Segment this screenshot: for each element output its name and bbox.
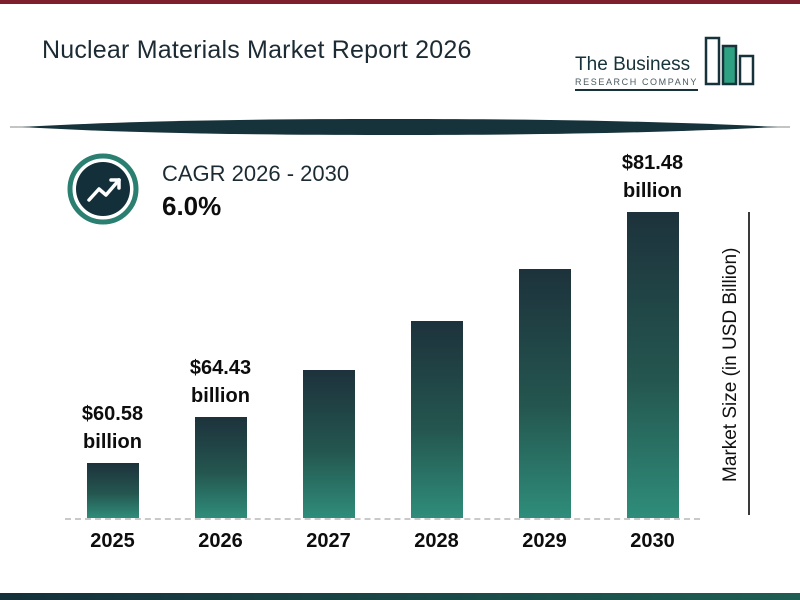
bar-2030 <box>626 212 679 518</box>
x-label-2027: 2027 <box>306 530 351 552</box>
bar-2029 <box>518 269 571 518</box>
bar-2025 <box>86 463 139 518</box>
x-label-2030: 2030 <box>630 530 675 552</box>
bar-2027 <box>302 370 355 518</box>
bar-value-label: $60.58 billion <box>82 400 143 456</box>
cagr-value: 6.0% <box>162 191 222 221</box>
logo-name: The Business <box>575 54 691 75</box>
logo-bars-icon <box>704 30 758 91</box>
bar-chart: $60.58 billion $64.43 billion $81.48 bil… <box>65 140 700 520</box>
top-accent-strip <box>0 0 800 4</box>
bar-value-label: $81.48 billion <box>622 149 683 205</box>
label-unit: billion <box>623 180 682 202</box>
y-axis-line <box>748 212 750 515</box>
x-axis-labels: 2025 2026 2027 2028 2029 2030 <box>65 530 700 553</box>
x-label-2029: 2029 <box>522 530 567 552</box>
y-axis-title: Market Size (in USD Billion) <box>720 247 741 483</box>
bottom-accent-strip <box>0 593 800 600</box>
bar-column-2025: $60.58 billion <box>65 400 160 518</box>
label-unit: billion <box>83 431 142 453</box>
bar-column-2028 <box>389 321 484 518</box>
cagr-texts: CAGR 2026 - 2030 6.0% <box>162 161 349 222</box>
x-label-2026: 2026 <box>198 530 243 552</box>
divider-lens <box>0 118 800 136</box>
cagr-badge: CAGR 2026 - 2030 6.0% <box>66 152 349 231</box>
logo-text: The Business RESEARCH COMPANY <box>575 54 698 91</box>
trend-arrow-icon <box>66 152 140 231</box>
cagr-label: CAGR 2026 - 2030 <box>162 161 350 186</box>
bar-column-2030: $81.48 billion <box>605 149 700 518</box>
bar-2026 <box>194 417 247 518</box>
bar-2028 <box>410 321 463 518</box>
label-amount: $60.58 <box>81 403 144 425</box>
company-logo: The Business RESEARCH COMPANY <box>575 30 758 91</box>
x-label-2028: 2028 <box>414 530 459 552</box>
bar-column-2029 <box>497 269 592 518</box>
bar-value-label: $64.43 billion <box>190 354 251 410</box>
bar-column-2026: $64.43 billion <box>173 354 268 518</box>
page-title: Nuclear Materials Market Report 2026 <box>42 36 472 64</box>
x-label-2025: 2025 <box>90 530 135 552</box>
bar-column-2027 <box>281 370 376 518</box>
label-amount: $81.48 <box>621 152 684 174</box>
label-amount: $64.43 <box>189 357 252 379</box>
label-unit: billion <box>191 385 250 407</box>
logo-subname: RESEARCH COMPANY <box>575 77 698 87</box>
